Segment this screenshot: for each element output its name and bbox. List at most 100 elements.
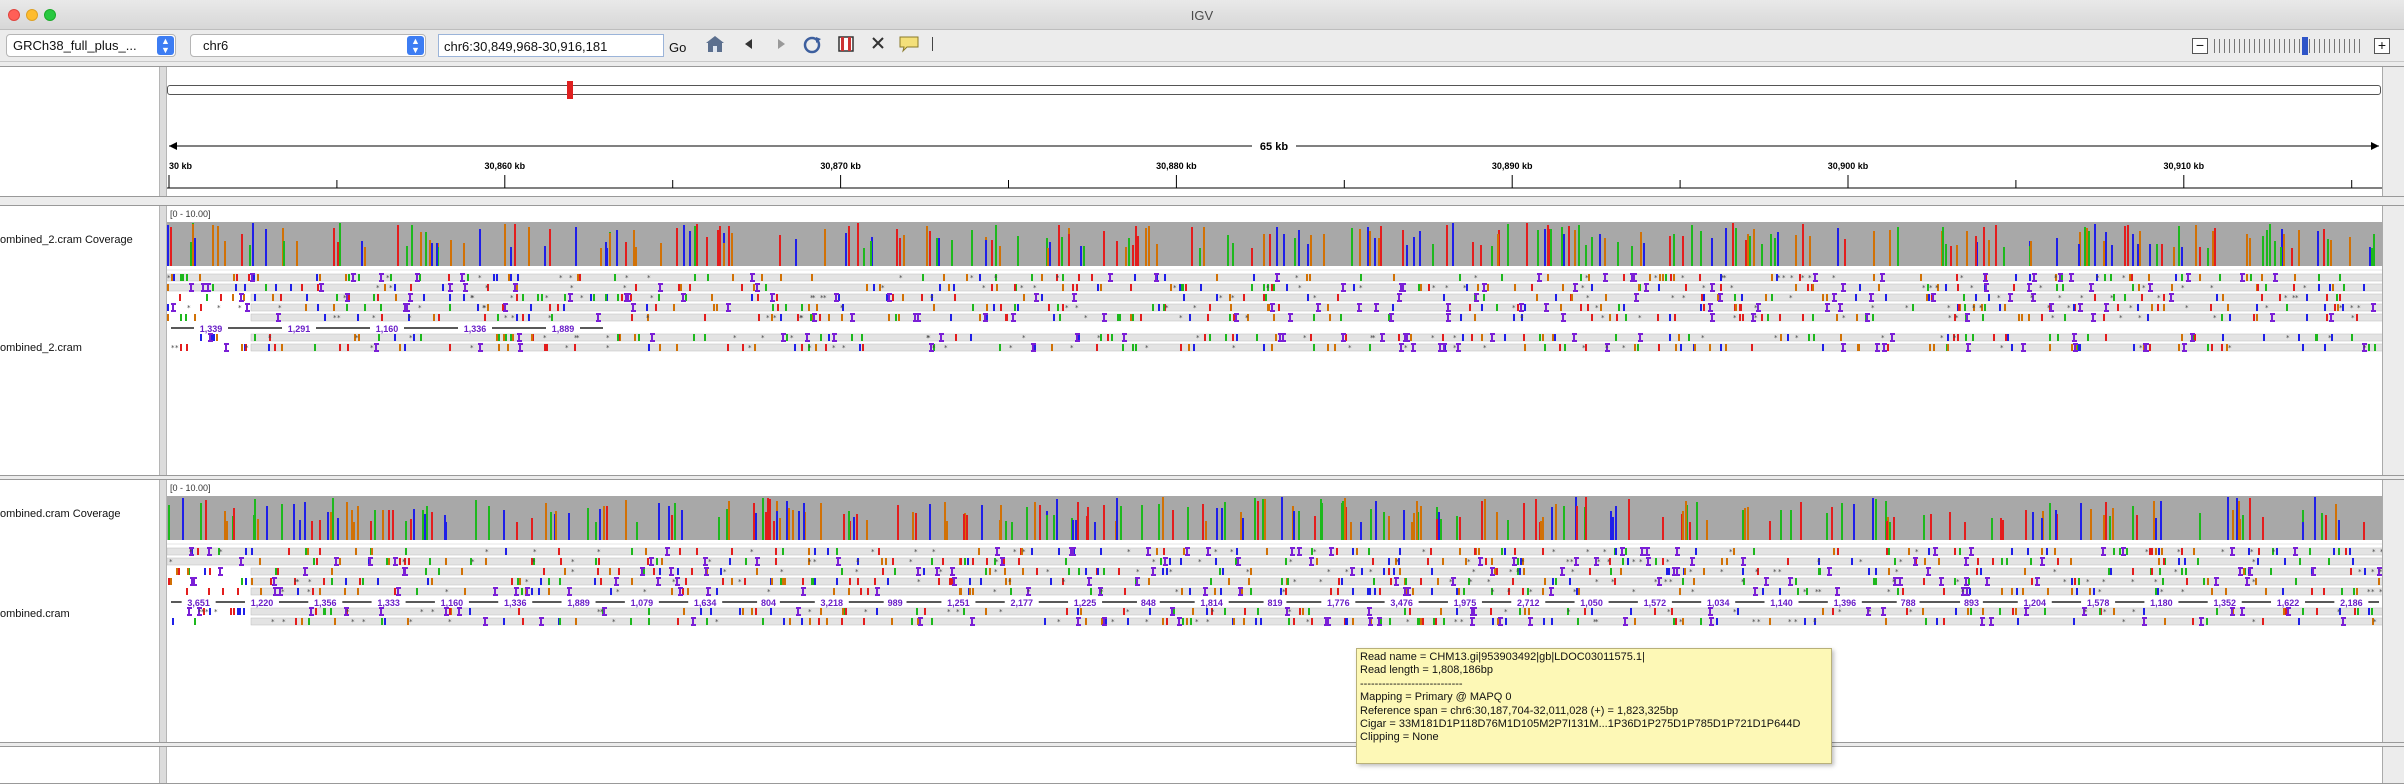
- read-info-popup: Read name = CHM13.gi|953903492|gb|LDOC03…: [1356, 648, 1832, 764]
- svg-text:*: *: [294, 578, 298, 586]
- deletion-label-bg: [1321, 598, 1356, 607]
- deletion-label-bg: [1004, 598, 1039, 607]
- track-1-data-panel[interactable]: [0 - 10.00] * * * * * * * * * * * * * * * * * * * * * * * * * * * *…: [166, 206, 2382, 475]
- deletion-label-bg: [1263, 598, 1287, 607]
- svg-text:*: *: [1922, 284, 1926, 292]
- svg-text:*: *: [909, 558, 913, 566]
- svg-text:*: *: [376, 284, 380, 292]
- deletion-length-label: 848: [1141, 598, 1156, 608]
- svg-text:*: *: [1790, 274, 1794, 282]
- track-2-scroll-gutter[interactable]: [2382, 480, 2404, 742]
- svg-text:*: *: [2063, 578, 2067, 586]
- svg-text:*: *: [569, 274, 573, 282]
- svg-text:*: *: [672, 578, 676, 586]
- svg-text:*: *: [1404, 344, 1408, 352]
- coverage-range-label: [0 - 10.00]: [170, 483, 211, 493]
- refresh-icon[interactable]: [800, 35, 824, 57]
- svg-text:*: *: [767, 588, 771, 596]
- svg-text:*: *: [1552, 548, 1556, 556]
- genome-select-value: GRCh38_full_plus_...: [13, 38, 137, 53]
- svg-text:*: *: [808, 344, 812, 352]
- svg-text:*: *: [271, 618, 275, 626]
- svg-text:*: *: [766, 314, 770, 322]
- track-2-data-panel[interactable]: [0 - 10.00] * * * * * * * * * * * * * * * * * * * * * * * * * * * *…: [166, 480, 2382, 742]
- locus-input[interactable]: chr6:30,849,968-30,916,181: [438, 34, 664, 57]
- svg-text:*: *: [2379, 588, 2382, 596]
- deletion-length-label: 1,356: [314, 598, 337, 608]
- track-panel-1: ombined_2.cram Coverage ombined_2.cram […: [0, 205, 2404, 476]
- header-data-panel[interactable]: 65 kb 30 kb 30,860 kb 30,870 kb 30,880 kb 30…: [166, 67, 2382, 196]
- svg-text:*: *: [504, 314, 508, 322]
- minimize-window-button[interactable]: [26, 9, 38, 21]
- svg-text:*: *: [2110, 294, 2114, 302]
- forward-icon[interactable]: [769, 35, 793, 57]
- svg-text:*: *: [2181, 588, 2185, 596]
- svg-text:*: *: [1654, 578, 1658, 586]
- svg-text:*: *: [917, 578, 921, 586]
- coverage-track-name[interactable]: ombined_2.cram Coverage: [0, 234, 133, 246]
- popup-icon[interactable]: [897, 35, 921, 57]
- svg-text:*: *: [1754, 304, 1758, 312]
- alignment-track-name[interactable]: ombined.cram: [0, 608, 70, 620]
- chromosome-ideogram[interactable]: [167, 85, 2381, 95]
- maximize-window-button[interactable]: [44, 9, 56, 21]
- svg-text:*: *: [1667, 608, 1671, 616]
- genome-select[interactable]: GRCh38_full_plus_... ▲ ▼: [6, 34, 176, 57]
- svg-text:*: *: [1306, 618, 1310, 626]
- zoom-slider-track[interactable]: [2214, 39, 2364, 53]
- svg-text:*: *: [1603, 548, 1607, 556]
- back-icon[interactable]: [737, 35, 761, 57]
- chromosome-select[interactable]: chr6 ▲ ▼: [190, 34, 426, 57]
- coverage-track-name[interactable]: ombined.cram Coverage: [0, 508, 121, 520]
- svg-text:*: *: [2098, 588, 2102, 596]
- zoom-out-button[interactable]: −: [2192, 38, 2208, 54]
- svg-text:*: *: [1491, 588, 1495, 596]
- go-button[interactable]: Go: [669, 40, 687, 55]
- svg-text:*: *: [1654, 274, 1658, 282]
- svg-text:*: *: [2252, 618, 2256, 626]
- track-1-scroll-gutter[interactable]: [2382, 206, 2404, 475]
- svg-text:*: *: [1065, 304, 1069, 312]
- deletion-length-label: 1,160: [376, 324, 399, 334]
- svg-text:*: *: [2350, 304, 2354, 312]
- svg-text:*: *: [1369, 568, 1373, 576]
- svg-text:*: *: [1169, 568, 1173, 576]
- zoom-in-button[interactable]: +: [2374, 38, 2390, 54]
- deletion-length-label: 1,291: [288, 324, 311, 334]
- deletion-length-label: 1,814: [1200, 598, 1223, 608]
- svg-text:*: *: [511, 314, 515, 322]
- deletion-length-label: 1,336: [504, 598, 527, 608]
- svg-text:*: *: [1432, 284, 1436, 292]
- zoom-widget[interactable]: − +: [2192, 36, 2390, 56]
- svg-text:*: *: [1345, 568, 1349, 576]
- ruler[interactable]: 65 kb 30 kb 30,860 kb 30,870 kb 30,880 kb 30…: [167, 67, 2382, 196]
- svg-text:*: *: [1789, 294, 1793, 302]
- svg-text:*: *: [956, 608, 960, 616]
- close-window-button[interactable]: [8, 9, 20, 21]
- svg-text:*: *: [871, 548, 875, 556]
- svg-text:*: *: [1997, 294, 2001, 302]
- zoom-slider-thumb[interactable]: [2302, 37, 2308, 55]
- track-2-canvas[interactable]: *** * * *** ** * ** ** * ** **** **** ** ** * ** *** * ***…: [167, 480, 2382, 742]
- roi-icon[interactable]: [834, 35, 858, 57]
- alignment-track-name[interactable]: ombined_2.cram: [0, 342, 82, 354]
- svg-text:*: *: [812, 294, 816, 302]
- coverage-mismatch-bars: [167, 223, 2375, 266]
- svg-text:*: *: [1467, 558, 1471, 566]
- svg-text:*: *: [820, 294, 824, 302]
- close-icon[interactable]: [866, 35, 890, 57]
- svg-text:*: *: [856, 558, 860, 566]
- home-icon[interactable]: [703, 35, 727, 57]
- svg-text:*: *: [167, 274, 171, 282]
- svg-text:*: *: [1529, 588, 1533, 596]
- track-1-canvas[interactable]: * * * * * * * * * * * * * * * * * * * * * * * * * * * * * * * * * * * * * * * *…: [167, 206, 2382, 475]
- feature-data-panel[interactable]: [166, 747, 2382, 783]
- svg-text:*: *: [1165, 304, 1169, 312]
- svg-text:*: *: [1070, 344, 1074, 352]
- svg-text:*: *: [1431, 334, 1435, 342]
- svg-text:*: *: [571, 558, 575, 566]
- svg-text:*: *: [282, 618, 286, 626]
- svg-text:*: *: [1774, 334, 1778, 342]
- svg-text:*: *: [1597, 558, 1601, 566]
- svg-text:*: *: [2054, 274, 2058, 282]
